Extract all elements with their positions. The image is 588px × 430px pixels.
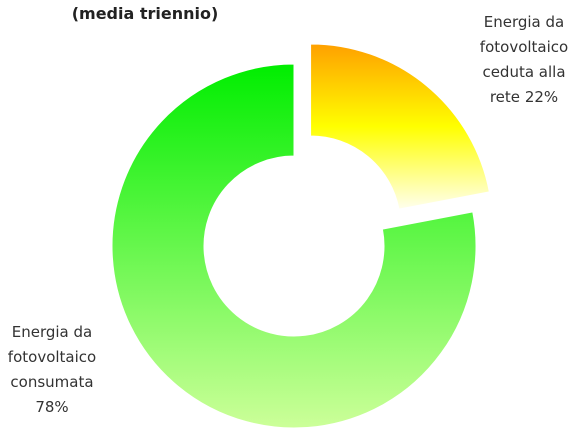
data-label: Energia da fotovoltaico consumata 78% xyxy=(2,320,102,420)
category-name: Energia da fotovoltaico ceduta alla rete xyxy=(479,13,569,106)
data-label: Energia da fotovoltaico ceduta alla rete… xyxy=(474,10,574,110)
donut-segment xyxy=(310,43,490,210)
value-label: 78% xyxy=(35,398,69,416)
category-name: Energia da fotovoltaico consumata xyxy=(7,323,97,391)
donut-segment xyxy=(111,63,477,429)
chart-title: (media triennio) xyxy=(71,4,219,23)
value-label: 22% xyxy=(524,88,559,106)
